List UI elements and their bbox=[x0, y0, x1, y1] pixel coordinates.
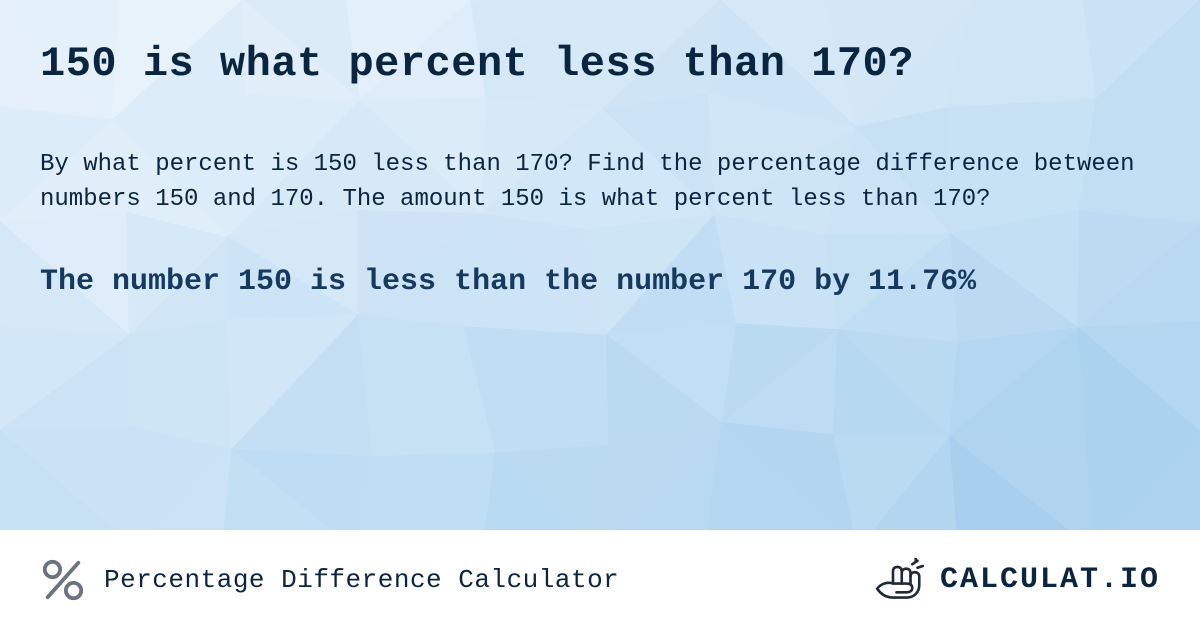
footer-left: Percentage Difference Calculator bbox=[40, 557, 619, 603]
brand-hand-icon bbox=[872, 558, 928, 602]
page-title: 150 is what percent less than 170? bbox=[40, 40, 1160, 88]
calculator-name: Percentage Difference Calculator bbox=[104, 565, 619, 595]
answer-text: The number 150 is less than the number 1… bbox=[40, 262, 1160, 303]
description-text: By what percent is 150 less than 170? Fi… bbox=[40, 148, 1160, 218]
percent-icon bbox=[40, 557, 86, 603]
footer-bar: Percentage Difference Calculator CALCULA… bbox=[0, 530, 1200, 630]
content-area: 150 is what percent less than 170? By wh… bbox=[0, 0, 1200, 530]
brand-name: CALCULAT.IO bbox=[940, 563, 1160, 597]
footer-right: CALCULAT.IO bbox=[872, 558, 1160, 602]
